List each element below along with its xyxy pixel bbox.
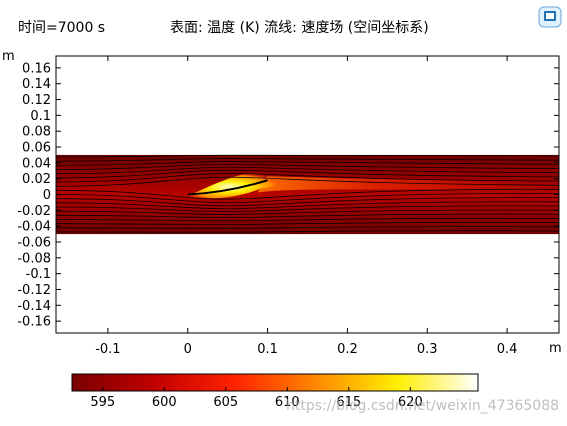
streamline: [56, 193, 559, 204]
y-axis-unit: m: [2, 49, 15, 64]
y-tick-label: 0.1: [30, 109, 51, 124]
colorbar-tick-label: 605: [213, 395, 238, 410]
time-label: 时间=7000 s: [18, 20, 106, 36]
app-logo-icon: [538, 6, 562, 28]
heated-plate: [187, 179, 268, 196]
streamline: [56, 166, 559, 175]
streamline: [56, 163, 559, 170]
streamline: [56, 222, 559, 225]
y-tick-label: -0.04: [17, 220, 51, 235]
streamline: [56, 188, 559, 200]
x-tick-label: 0.4: [497, 342, 518, 357]
x-tick-label: 0.2: [337, 342, 358, 357]
plot-title: 表面: 温度 (K) 流线: 速度场 (空间坐标系): [170, 20, 429, 36]
x-tick-label: 0.3: [417, 342, 438, 357]
colorbar-tick-label: 615: [336, 395, 361, 410]
watermark-text: https://blog.csdn.net/weixin_47365088: [286, 398, 560, 414]
y-tick-label: 0: [43, 188, 51, 203]
y-tick-label: -0.16: [17, 315, 51, 330]
streamline: [56, 176, 559, 187]
x-tick-label: -0.1: [95, 342, 120, 357]
colorbar-tick-label: 610: [275, 395, 300, 410]
y-tick-label: -0.06: [17, 235, 51, 250]
streamline: [56, 197, 559, 207]
y-tick-label: -0.12: [17, 283, 51, 298]
streamline: [56, 161, 559, 166]
streamline: [56, 226, 559, 229]
streamline: [56, 154, 559, 158]
y-tick-label: 0.12: [22, 93, 51, 108]
channel-field: [56, 154, 559, 235]
y-tick-label: 0.02: [22, 172, 51, 187]
colorbar-tick-label: 595: [90, 395, 115, 410]
y-tick-label: 0.14: [22, 77, 51, 92]
streamline: [56, 169, 559, 179]
streamline: [56, 209, 559, 215]
y-tick-label: -0.1: [26, 267, 51, 282]
y-tick-label: 0.08: [22, 125, 51, 140]
streamline: [56, 205, 559, 212]
y-tick-label: -0.14: [17, 299, 51, 314]
colorbar-tick-label: 600: [152, 395, 177, 410]
thermal-wake: [257, 176, 559, 193]
streamline: [56, 217, 559, 222]
streamline: [56, 201, 559, 210]
x-axis-unit: m: [549, 341, 562, 356]
colorbar-tick-label: 620: [398, 395, 423, 410]
y-tick-label: -0.02: [17, 204, 51, 219]
streamline: [56, 230, 559, 233]
streamline: [56, 158, 559, 162]
y-tick-label: 0.06: [22, 141, 51, 156]
y-tick-label: -0.08: [17, 251, 51, 266]
x-tick-label: 0.1: [257, 342, 278, 357]
streamline: [56, 173, 559, 183]
y-tick-label: 0.16: [22, 61, 51, 76]
streamline: [56, 213, 559, 218]
colorbar: [71, 373, 479, 392]
x-tick-label: 0: [184, 342, 192, 357]
y-tick-label: 0.04: [22, 156, 51, 171]
